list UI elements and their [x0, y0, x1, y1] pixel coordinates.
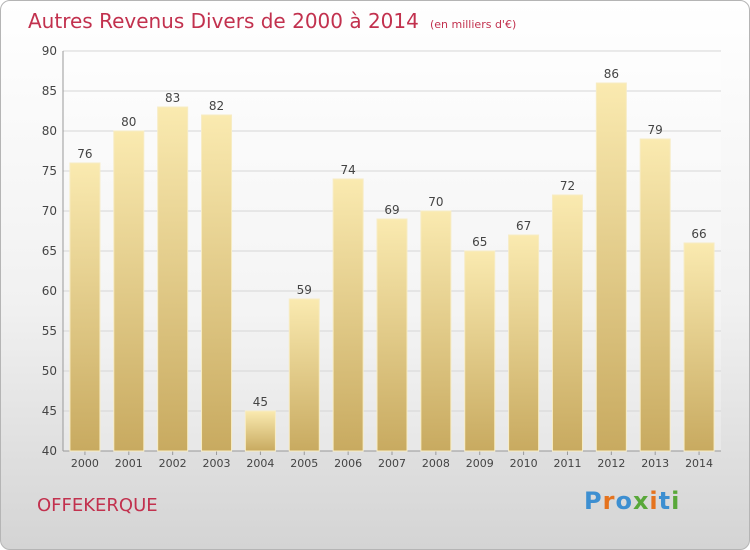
- y-tick-label: 60: [42, 284, 57, 298]
- x-tick-label: 2006: [334, 457, 362, 470]
- x-tick-label: 2014: [685, 457, 713, 470]
- y-tick-label: 85: [42, 84, 57, 98]
- bar: [69, 162, 101, 452]
- y-tick-label: 55: [42, 324, 57, 338]
- bar: [332, 178, 364, 452]
- x-tick-label: 2000: [71, 457, 99, 470]
- chart-title: Autres Revenus Divers de 2000 à 2014: [28, 9, 419, 33]
- y-tick-label: 40: [42, 444, 57, 458]
- brand-letter: P: [584, 487, 603, 515]
- brand-logo[interactable]: Proxiti: [584, 487, 680, 515]
- bar: [420, 210, 452, 452]
- label-layer: 76 80 83 82 45 59 74 69 70 65 67 72 86 79 66: [77, 67, 706, 409]
- brand-letter: x: [632, 487, 650, 515]
- bar-layer: [69, 82, 715, 452]
- chart-subtitle: (en milliers d'€): [429, 18, 517, 31]
- bar: [376, 218, 408, 452]
- brand-letter: t: [658, 487, 672, 515]
- y-tick-label: 65: [42, 244, 57, 258]
- y-tick-label: 80: [42, 124, 57, 138]
- x-tick-label: 2001: [115, 457, 143, 470]
- x-tick-label: 2002: [159, 457, 187, 470]
- bar: [683, 242, 715, 452]
- x-tick-label: 2010: [510, 457, 538, 470]
- bar-value-label: 45: [253, 395, 268, 409]
- y-tick-label: 70: [42, 204, 57, 218]
- bar-value-label: 70: [428, 195, 443, 209]
- bar: [551, 194, 583, 452]
- city-name: OFFEKERQUE: [37, 495, 158, 516]
- x-tick-label: 2013: [641, 457, 669, 470]
- bar: [244, 410, 276, 452]
- bar-value-label: 79: [648, 123, 663, 137]
- x-tick-label: 2003: [203, 457, 231, 470]
- bar: [157, 106, 189, 452]
- brand-letter: o: [615, 487, 633, 515]
- bar-value-label: 69: [384, 203, 399, 217]
- x-tick-label: 2007: [378, 457, 406, 470]
- x-tick-label: 2005: [290, 457, 318, 470]
- bar-value-label: 74: [340, 163, 355, 177]
- x-tick-label: 2011: [553, 457, 581, 470]
- bar-value-label: 59: [297, 283, 312, 297]
- y-tick-label: 75: [42, 164, 57, 178]
- bar: [201, 114, 233, 452]
- x-tick-label: 2004: [246, 457, 274, 470]
- bar: [508, 234, 540, 452]
- y-tick-label: 45: [42, 404, 57, 418]
- bar-value-label: 65: [472, 235, 487, 249]
- brand-letter: i: [649, 487, 659, 515]
- x-tick-label: 2012: [597, 457, 625, 470]
- title-row: Autres Revenus Divers de 2000 à 2014 (en…: [28, 9, 516, 33]
- y-tick-label: 50: [42, 364, 57, 378]
- bar: [113, 130, 145, 452]
- brand-letter: i: [671, 487, 681, 515]
- bar-value-label: 67: [516, 219, 531, 233]
- bar: [595, 82, 627, 452]
- x-tick-label: 2008: [422, 457, 450, 470]
- x-tick-label: 2009: [466, 457, 494, 470]
- bar-value-label: 66: [691, 227, 706, 241]
- brand-letter: r: [602, 487, 616, 515]
- bar-value-label: 72: [560, 179, 575, 193]
- bar: [464, 250, 496, 452]
- bar: [639, 138, 671, 452]
- bar-value-label: 76: [77, 147, 92, 161]
- bar: [288, 298, 320, 452]
- bar-value-label: 86: [604, 67, 619, 81]
- y-tick-label: 90: [42, 44, 57, 58]
- bar-value-label: 82: [209, 99, 224, 113]
- bar-value-label: 83: [165, 91, 180, 105]
- bar-value-label: 80: [121, 115, 136, 129]
